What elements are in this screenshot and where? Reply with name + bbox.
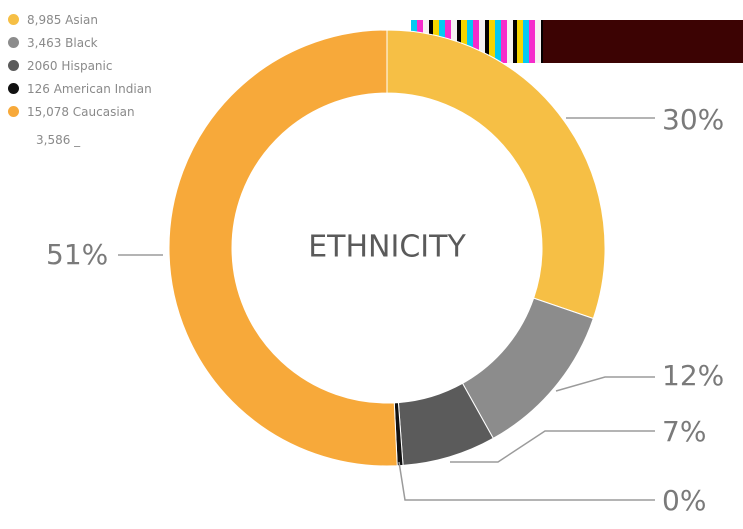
slices-layer	[168, 29, 606, 467]
legend-item-hispanic: 2060 Hispanic	[8, 54, 152, 77]
center-title: ETHNICITY	[308, 230, 466, 265]
legend-item-american-indian: 126 American Indian	[8, 77, 152, 100]
slice-caucasian	[168, 29, 398, 467]
slice-black	[461, 297, 594, 440]
leader-hispanic	[450, 430, 655, 463]
legend-swatch-hispanic	[8, 60, 19, 71]
percent-label-caucasian: 51%	[46, 238, 108, 271]
percent-label-asian: 30%	[662, 103, 724, 136]
legend-item-asian: 8,985 Asian	[8, 8, 152, 31]
legend-item-caucasian: 15,078 Caucasian	[8, 100, 152, 123]
labels-layer: 30% 12% 7% 0% 51%	[46, 103, 724, 517]
percent-label-black: 12%	[662, 359, 724, 392]
legend-label-caucasian: 15,078 Caucasian	[27, 104, 135, 119]
legend-swatch-black	[8, 37, 19, 48]
percent-label-hispanic: 7%	[662, 415, 706, 448]
leader-black	[555, 376, 655, 392]
leader-american-indian	[398, 461, 655, 501]
leaders-layer	[118, 117, 655, 501]
legend-swatch-caucasian	[8, 106, 19, 117]
legend: 8,985 Asian 3,463 Black 2060 Hispanic 12…	[8, 8, 152, 123]
legend-label-american-indian: 126 American Indian	[27, 81, 152, 96]
legend-swatch-american-indian	[8, 83, 19, 94]
legend-item-black: 3,463 Black	[8, 31, 152, 54]
percent-label-american-indian: 0%	[662, 484, 706, 517]
legend-label-asian: 8,985 Asian	[27, 12, 98, 27]
legend-label-black: 3,463 Black	[27, 35, 98, 50]
legend-extra-label: 3,586 _	[36, 133, 81, 147]
legend-label-hispanic: 2060 Hispanic	[27, 58, 113, 73]
legend-swatch-asian	[8, 14, 19, 25]
slice-asian	[386, 29, 606, 320]
